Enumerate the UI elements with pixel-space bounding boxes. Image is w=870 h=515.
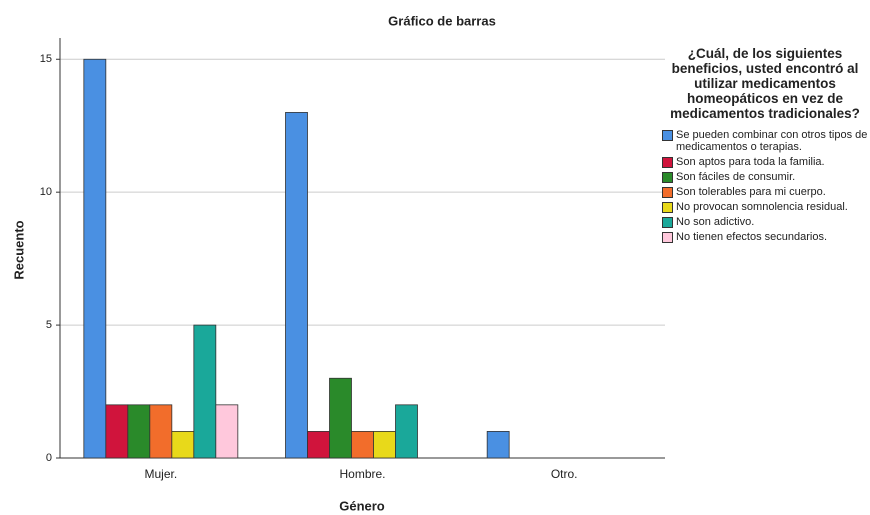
- bar: [105, 404, 129, 459]
- legend-item: Son aptos para toda la familia.: [662, 156, 868, 168]
- x-tick-label: Otro.: [551, 467, 578, 481]
- legend-label: No tienen efectos secundarios.: [676, 231, 828, 243]
- legend-swatch: [662, 157, 673, 168]
- bar: [373, 431, 396, 459]
- x-tick-label: Mujer.: [144, 467, 177, 481]
- bar: [127, 404, 151, 459]
- bar: [193, 324, 217, 459]
- legend-item: No provocan somnolencia residual.: [662, 201, 868, 213]
- legend-item: No tienen efectos secundarios.: [662, 231, 868, 243]
- chart-title: Gráfico de barras: [388, 13, 496, 28]
- x-tick-label: Hombre.: [339, 467, 385, 481]
- legend-swatch: [662, 130, 673, 141]
- y-axis-label: Recuento: [11, 220, 26, 279]
- y-tick-label: 10: [40, 186, 52, 198]
- legend-label: Son aptos para toda la familia.: [676, 156, 825, 168]
- legend-label: Se pueden combinar con otros tipos de me…: [676, 129, 868, 153]
- legend-swatch: [662, 172, 673, 183]
- legend-swatch: [662, 232, 673, 243]
- legend-item: No son adictivo.: [662, 216, 868, 228]
- bar: [285, 112, 308, 459]
- bar: [486, 431, 510, 459]
- y-tick-label: 5: [46, 319, 52, 331]
- bar: [171, 431, 195, 459]
- legend-item: Son fáciles de consumir.: [662, 171, 868, 183]
- y-tick-label: 15: [40, 53, 52, 65]
- bar: [351, 431, 374, 459]
- legend-label: Son fáciles de consumir.: [676, 171, 796, 183]
- legend-label: No provocan somnolencia residual.: [676, 201, 848, 213]
- legend-item: Son tolerables para mi cuerpo.: [662, 186, 868, 198]
- bar: [395, 404, 418, 459]
- legend-item: Se pueden combinar con otros tipos de me…: [662, 129, 868, 153]
- legend-label: No son adictivo.: [676, 216, 755, 228]
- legend-label: Son tolerables para mi cuerpo.: [676, 186, 826, 198]
- legend-title: ¿Cuál, de los siguientes beneficios, ust…: [670, 46, 860, 121]
- legend-swatch: [662, 202, 673, 213]
- legend-swatch: [662, 217, 673, 228]
- legend: ¿Cuál, de los siguientes beneficios, ust…: [662, 46, 868, 246]
- bar: [329, 377, 352, 459]
- bar: [83, 58, 107, 459]
- x-axis-label: Género: [339, 498, 385, 513]
- bar: [307, 431, 330, 459]
- bar: [149, 404, 173, 459]
- y-tick-label: 0: [46, 452, 52, 464]
- legend-swatch: [662, 187, 673, 198]
- bar: [215, 404, 239, 459]
